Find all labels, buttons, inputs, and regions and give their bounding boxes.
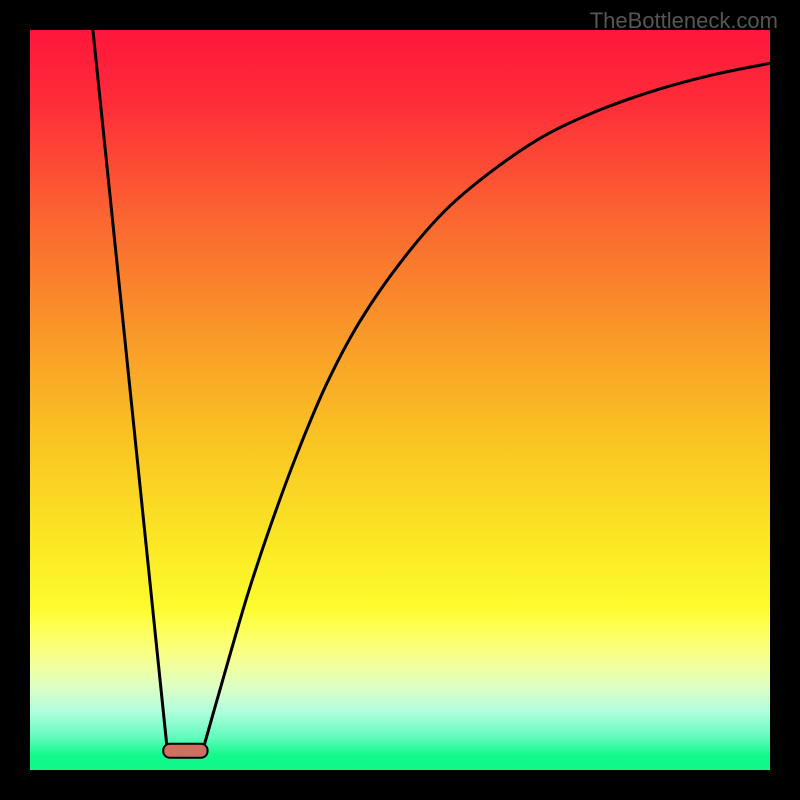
- bottleneck-chart: [0, 0, 800, 800]
- bottleneck-marker: [163, 744, 207, 758]
- plot-area: [30, 30, 770, 770]
- chart-svg: [0, 0, 800, 800]
- watermark-text: TheBottleneck.com: [590, 8, 778, 34]
